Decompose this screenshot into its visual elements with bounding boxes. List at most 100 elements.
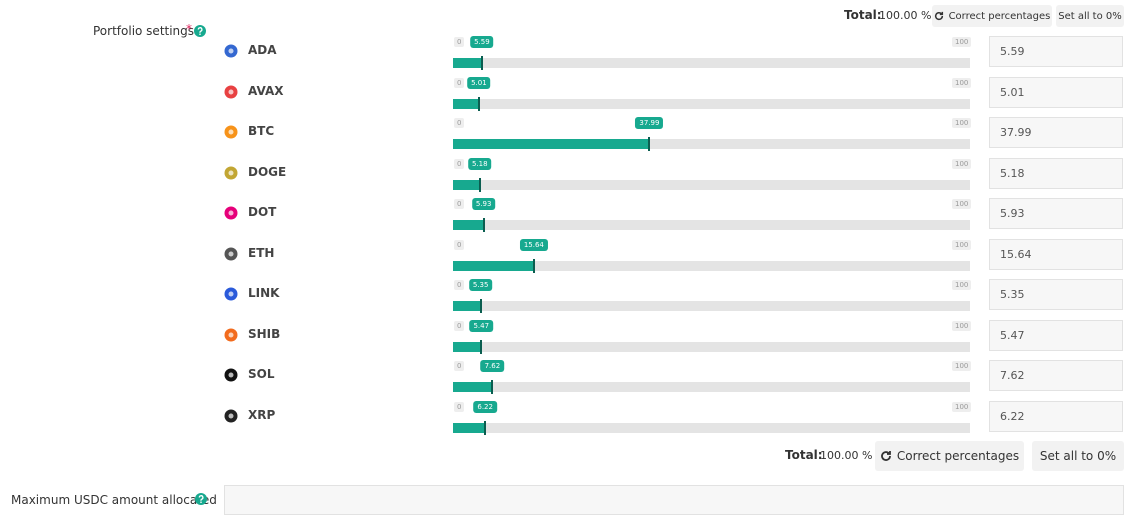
- value-input[interactable]: 7.62: [989, 360, 1123, 392]
- slider-max: 100: [952, 158, 972, 169]
- slider-value-bubble: 5.93: [471, 198, 496, 211]
- slider-thumb[interactable]: [484, 420, 487, 435]
- slider-fill: [453, 139, 650, 150]
- value-input[interactable]: 5.01: [989, 76, 1123, 108]
- slider-max: 100: [952, 118, 972, 129]
- slider-fill: [453, 341, 482, 352]
- slider-track[interactable]: [453, 58, 970, 68]
- slider-value-bubble: 37.99: [635, 117, 664, 130]
- coin-icon: [224, 247, 238, 261]
- slider-min: 0: [454, 199, 465, 210]
- asset-name: LINK: [248, 286, 280, 301]
- slider-max: 100: [952, 37, 972, 47]
- slider-thumb[interactable]: [648, 137, 651, 152]
- slider-track[interactable]: [453, 139, 970, 150]
- required-mark: *: [186, 22, 192, 36]
- asset-name: SOL: [248, 367, 275, 382]
- slider-max: 100: [952, 239, 972, 250]
- slider-max: 100: [952, 280, 972, 291]
- correct-button-text: Correct percentages: [948, 10, 1051, 22]
- total-label: Total:: [844, 8, 882, 22]
- reset-button-text: Set all to 0%: [1058, 10, 1122, 22]
- value-input[interactable]: 5.35: [989, 279, 1123, 311]
- slider-fill: [453, 220, 484, 231]
- reset-button[interactable]: Set all to 0%: [1056, 5, 1124, 27]
- refresh-icon: [881, 451, 891, 461]
- slider-max: 100: [952, 401, 972, 412]
- slider-max: 100: [952, 320, 972, 331]
- slider-track[interactable]: [453, 98, 970, 109]
- slider-min: 0: [454, 158, 465, 169]
- asset-name: DOT: [248, 205, 277, 220]
- refresh-icon: [934, 11, 943, 21]
- value-input[interactable]: 5.47: [989, 319, 1123, 351]
- usdc-input[interactable]: [224, 485, 1124, 515]
- reset-button[interactable]: Set all to 0%: [1032, 441, 1124, 471]
- reset-button-text: Set all to 0%: [1039, 449, 1117, 463]
- slider-thumb[interactable]: [532, 258, 535, 273]
- value-input[interactable]: 15.64: [989, 238, 1123, 270]
- slider-track[interactable]: [453, 422, 970, 433]
- value-input[interactable]: 5.59: [989, 36, 1123, 67]
- slider-min: 0: [454, 37, 465, 47]
- coin-icon: [224, 166, 238, 180]
- value-input[interactable]: 5.93: [989, 198, 1123, 230]
- coin-icon: [224, 44, 238, 58]
- value-input[interactable]: 5.18: [989, 157, 1123, 189]
- slider-value-bubble: 5.47: [469, 319, 494, 332]
- slider-value-bubble: 5.01: [467, 76, 491, 89]
- slider-value-bubble: 5.59: [470, 36, 494, 48]
- slider-track[interactable]: [453, 382, 970, 393]
- total-value: 100.00 %: [879, 9, 932, 22]
- slider-fill: [453, 58, 482, 68]
- slider-thumb[interactable]: [482, 218, 485, 233]
- slider-fill: [453, 98, 479, 109]
- coin-icon: [224, 368, 238, 382]
- correct-button-text: Correct percentages: [896, 449, 1020, 463]
- total-label: Total:: [785, 448, 823, 462]
- slider-track[interactable]: [453, 260, 970, 271]
- coin-icon: [224, 85, 238, 99]
- slider-min: 0: [454, 280, 465, 291]
- value-input[interactable]: 37.99: [989, 117, 1123, 149]
- slider-track[interactable]: [453, 179, 970, 190]
- slider-track[interactable]: [453, 220, 970, 231]
- help-icon[interactable]: [194, 25, 206, 37]
- slider-thumb[interactable]: [477, 96, 480, 111]
- help-icon[interactable]: [195, 493, 207, 505]
- correct-button[interactable]: Correct percentages: [932, 5, 1052, 27]
- slider-track[interactable]: [453, 301, 970, 312]
- slider-min: 0: [454, 361, 465, 372]
- slider-thumb[interactable]: [491, 380, 494, 395]
- coin-icon: [224, 409, 238, 423]
- slider-value-bubble: 15.64: [519, 238, 548, 251]
- slider-track[interactable]: [453, 341, 970, 352]
- asset-name: AVAX: [248, 83, 284, 98]
- slider-fill: [453, 382, 493, 393]
- slider-value-bubble: 5.18: [467, 157, 492, 170]
- coin-icon: [224, 125, 238, 139]
- asset-name: ADA: [248, 43, 277, 57]
- asset-name: XRP: [248, 407, 276, 422]
- correct-button[interactable]: Correct percentages: [875, 441, 1024, 471]
- slider-min: 0: [454, 401, 465, 412]
- asset-name: DOGE: [248, 164, 287, 179]
- asset-name: BTC: [248, 124, 275, 139]
- slider-min: 0: [454, 77, 465, 88]
- coin-icon: [224, 328, 238, 342]
- slider-value-bubble: 7.62: [480, 360, 505, 373]
- slider-fill: [453, 301, 481, 312]
- slider-value-bubble: 5.35: [468, 279, 493, 292]
- slider-thumb[interactable]: [479, 299, 482, 314]
- value-input[interactable]: 6.22: [989, 400, 1123, 432]
- asset-name: ETH: [248, 245, 275, 260]
- slider-thumb[interactable]: [480, 56, 483, 70]
- coin-icon: [224, 206, 238, 220]
- total-value: 100.00 %: [820, 449, 873, 462]
- slider-value-bubble: 6.22: [473, 400, 497, 413]
- slider-thumb[interactable]: [478, 177, 481, 192]
- slider-thumb[interactable]: [480, 339, 483, 354]
- slider-fill: [453, 260, 534, 271]
- slider-max: 100: [952, 77, 972, 88]
